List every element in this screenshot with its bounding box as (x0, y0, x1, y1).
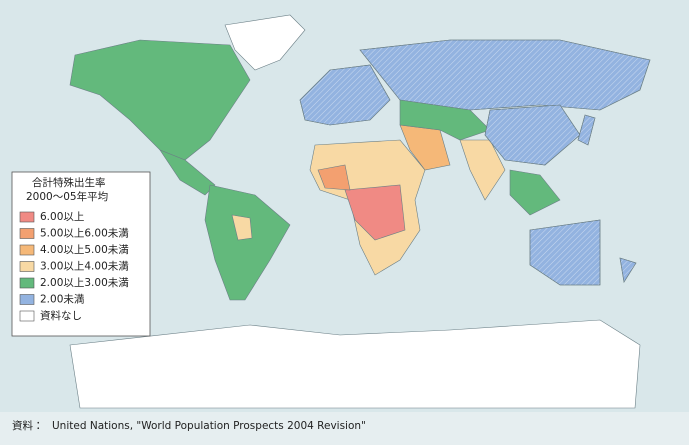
legend-swatch (19, 310, 35, 322)
greenland (224, 14, 306, 71)
source-text: United Nations, "World Population Prospe… (52, 420, 366, 432)
legend: 合計特殊出生率 2000～05年平均 6.00以上 5.00以上6.00未満 4.0… (11, 171, 151, 337)
legend-label: 資料なし (40, 309, 82, 322)
southeast-asia (509, 169, 561, 216)
west-africa (317, 164, 351, 191)
legend-swatch (19, 244, 35, 256)
legend-box (11, 171, 151, 337)
legend-label: 2.00以上3.00未満 (40, 277, 129, 289)
hatch-overlay (577, 114, 596, 146)
hatch-overlay (299, 64, 391, 126)
legend-label: 2.00未満 (40, 294, 85, 306)
legend-swatch (19, 277, 35, 289)
legend-label: 4.00以上5.00未満 (40, 244, 129, 256)
legend-label: 3.00以上4.00未満 (40, 261, 129, 273)
legend-label: 6.00以上 (40, 211, 84, 223)
legend-label: 5.00以上6.00未満 (40, 228, 129, 240)
map (69, 14, 651, 409)
source-prefix: 資料： (12, 419, 44, 432)
legend-swatch (19, 294, 35, 305)
legend-swatch (19, 211, 35, 223)
legend-swatch (19, 228, 35, 239)
north-america (69, 39, 251, 161)
central-africa (344, 184, 406, 241)
india (459, 139, 506, 201)
hatch-overlay (359, 39, 651, 111)
legend-swatch (19, 261, 35, 272)
hatch-overlay (529, 219, 601, 286)
legend-subtitle: 2000～05年平均 (26, 190, 108, 203)
south-america (204, 184, 291, 301)
hatch-overlay (619, 257, 637, 283)
hatch-overlay (484, 104, 581, 166)
bolivia-paraguay (231, 214, 253, 241)
antarctica (69, 319, 641, 409)
legend-title: 合計特殊出生率 (32, 176, 106, 189)
